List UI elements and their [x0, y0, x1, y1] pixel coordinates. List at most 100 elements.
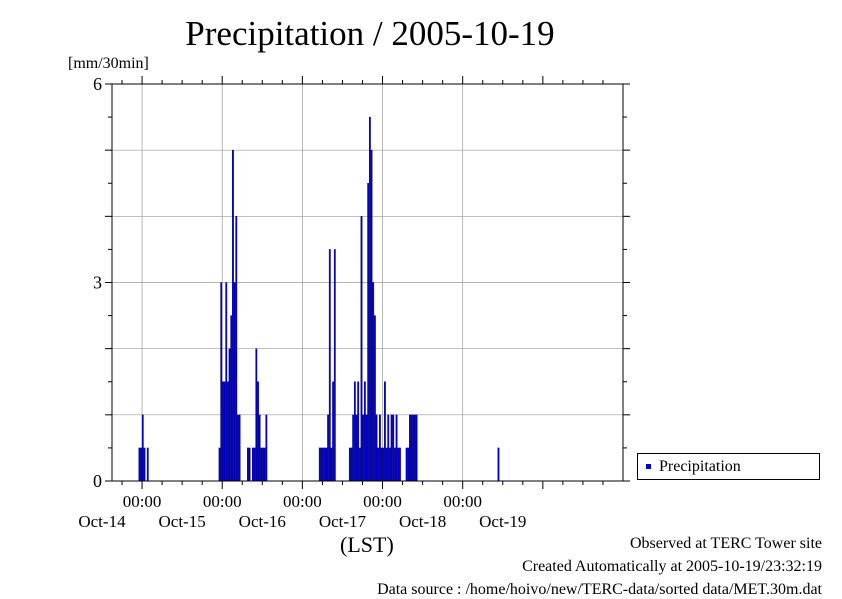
precipitation-bar	[377, 447, 380, 482]
precipitation-bar	[233, 282, 236, 482]
precipitation-bar	[323, 447, 326, 482]
precipitation-bar	[407, 447, 410, 482]
precipitation-bar	[227, 381, 229, 482]
precipitation-bar	[220, 282, 223, 482]
precipitation-bar	[223, 381, 226, 482]
precipitation-bar	[348, 447, 351, 482]
precipitation-bar	[353, 381, 356, 482]
precipitation-bar	[362, 414, 365, 482]
precipitation-bar	[399, 447, 401, 482]
axis-ticks	[105, 76, 630, 489]
y-axis-unit: [mm/30min]	[68, 55, 149, 72]
x-day-label: Oct-19	[479, 512, 526, 531]
precipitation-bar	[372, 282, 375, 482]
precipitation-bar	[370, 149, 373, 482]
precipitation-bar	[333, 249, 336, 482]
precipitation-bar	[328, 249, 331, 482]
precipitation-bar	[228, 348, 231, 482]
precipitation-bar	[232, 149, 234, 482]
precipitation-bar	[357, 381, 360, 482]
x-tick-label: 00:00	[443, 492, 482, 511]
precipitation-bar	[405, 447, 408, 482]
precipitation-bar	[265, 414, 268, 482]
precipitation-bar	[230, 315, 233, 482]
precipitation-bar	[140, 447, 142, 482]
precipitation-bar	[373, 315, 376, 482]
precipitation-bar	[255, 348, 258, 482]
precipitation-bar	[235, 216, 238, 482]
precipitation-bar	[392, 414, 395, 482]
precipitation-bar	[322, 447, 325, 482]
precipitation-bar	[360, 216, 363, 482]
precipitation-bar	[218, 447, 221, 482]
x-day-label: Oct-15	[159, 512, 206, 531]
legend-swatch	[646, 464, 651, 469]
x-tick-label: 00:00	[283, 492, 322, 511]
precipitation-bar	[143, 447, 146, 482]
bars	[138, 116, 500, 482]
precipitation-bar	[383, 381, 386, 482]
precipitation-bar	[257, 381, 259, 482]
precipitation-bar	[414, 414, 416, 482]
precipitation-bar	[367, 183, 370, 482]
footer-created-note: Created Automatically at 2005-10-19/23:3…	[522, 558, 822, 575]
precipitation-bar	[380, 447, 383, 482]
precipitation-bar	[253, 447, 256, 482]
precipitation-bar	[387, 414, 390, 482]
precipitation-bar	[355, 414, 358, 482]
precipitation-bar	[365, 414, 368, 482]
precipitation-bar	[394, 447, 396, 482]
x-tick-label: 00:00	[123, 492, 162, 511]
precipitation-bar	[395, 414, 398, 482]
precipitation-bar	[138, 447, 141, 482]
x-axis-label: (LST)	[340, 532, 394, 557]
precipitation-bar	[238, 414, 241, 482]
x-tick-label: 00:00	[203, 492, 242, 511]
precipitation-bar	[358, 447, 361, 482]
precipitation-bar	[385, 447, 388, 482]
precipitation-bar	[412, 414, 415, 482]
chart-title: Precipitation / 2005-10-19	[185, 14, 555, 53]
precipitation-bar	[382, 447, 385, 482]
precipitation-bar	[146, 447, 149, 482]
precipitation-bar	[415, 414, 418, 482]
x-day-label: Oct-16	[239, 512, 286, 531]
precipitation-bar	[409, 414, 411, 482]
precipitation-bar	[141, 414, 144, 482]
precipitation-bar	[352, 414, 355, 482]
precipitation-bar	[327, 414, 330, 482]
legend-label: Precipitation	[659, 457, 741, 475]
precipitation-bar	[410, 414, 413, 482]
precipitation-bar	[390, 414, 393, 482]
precipitation-bar	[330, 447, 333, 482]
precipitation-bar	[248, 447, 251, 482]
precipitation-bar	[368, 116, 371, 482]
x-tick-label: 00:00	[363, 492, 402, 511]
precipitation-bar	[252, 447, 254, 482]
precipitation-bar	[320, 447, 323, 482]
footer-site-note: Observed at TERC Tower site	[629, 535, 822, 552]
x-day-label: Oct-14	[78, 512, 126, 531]
precipitation-bar	[262, 447, 264, 482]
precipitation-bar	[237, 414, 239, 482]
precipitation-bar	[389, 447, 391, 482]
precipitation-bar	[397, 447, 400, 482]
precipitation-bar	[332, 381, 335, 482]
legend: Precipitation	[637, 453, 820, 480]
precipitation-bar	[325, 447, 328, 482]
precipitation-bar	[258, 414, 261, 482]
precipitation-bar	[225, 282, 228, 482]
precipitation-bar	[350, 447, 353, 482]
x-day-label: Oct-18	[399, 512, 446, 531]
precipitation-bar	[497, 447, 500, 482]
y-tick-label: 0	[93, 471, 102, 491]
precipitation-bar	[260, 447, 263, 482]
precipitation-bar	[363, 381, 366, 482]
precipitation-bar	[247, 447, 249, 482]
precipitation-bar	[263, 447, 266, 482]
x-day-label: Oct-17	[319, 512, 367, 531]
y-tick-label: 3	[93, 273, 102, 293]
precipitation-bar	[378, 414, 381, 482]
